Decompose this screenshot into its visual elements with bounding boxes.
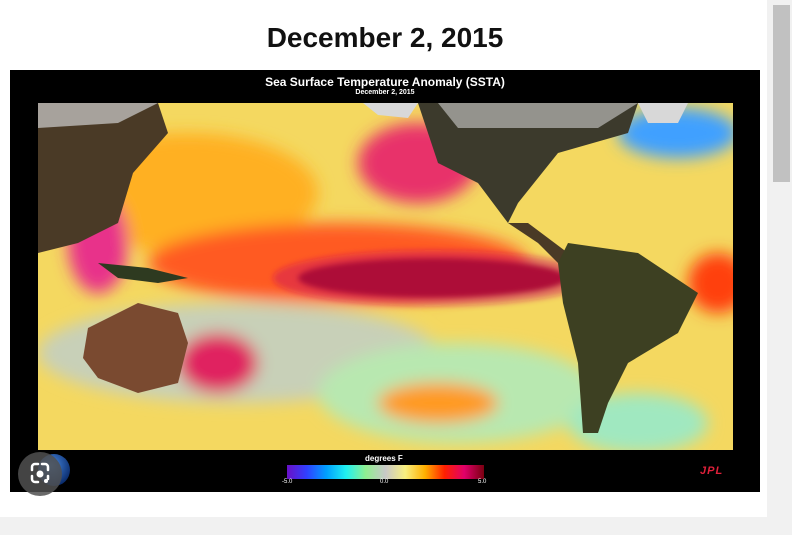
page-headline: December 2, 2015 bbox=[266, 22, 504, 53]
colorbar-max-label: 5.0 bbox=[478, 479, 487, 485]
scrollbar-thumb[interactable] bbox=[773, 5, 790, 182]
colorbar-label: degrees F bbox=[365, 454, 403, 463]
figure-title: Sea Surface Temperature Anomaly (SSTA) bbox=[265, 75, 505, 89]
google-lens-button[interactable] bbox=[18, 452, 62, 496]
jpl-logo: JPL bbox=[700, 465, 724, 477]
ssta-map bbox=[38, 103, 733, 450]
colorbar-mid-label: 0.0 bbox=[380, 479, 389, 485]
figure-subtitle: December 2, 2015 bbox=[355, 89, 415, 96]
ssta-figure[interactable]: Sea Surface Temperature Anomaly (SSTA) D… bbox=[10, 70, 760, 492]
colorbar-min-label: -5.0 bbox=[282, 479, 293, 485]
google-lens-icon bbox=[30, 462, 50, 484]
page: December 2, 2015 Sea Surface Temperature… bbox=[0, 0, 767, 517]
colorbar bbox=[287, 465, 484, 479]
